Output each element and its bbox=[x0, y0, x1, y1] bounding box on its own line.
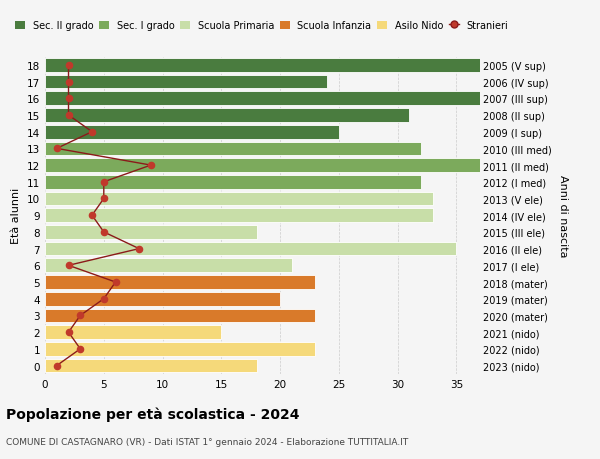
Point bbox=[64, 62, 73, 69]
Bar bbox=[45, 325, 221, 339]
Point bbox=[64, 329, 73, 336]
Bar bbox=[45, 126, 339, 139]
Bar bbox=[45, 359, 257, 373]
Bar bbox=[45, 242, 457, 256]
Bar bbox=[45, 292, 280, 306]
Point bbox=[64, 112, 73, 119]
Bar bbox=[45, 259, 292, 273]
Text: COMUNE DI CASTAGNARO (VR) - Dati ISTAT 1° gennaio 2024 - Elaborazione TUTTITALIA: COMUNE DI CASTAGNARO (VR) - Dati ISTAT 1… bbox=[6, 437, 408, 446]
Y-axis label: Età alunni: Età alunni bbox=[11, 188, 22, 244]
Point bbox=[146, 162, 155, 169]
Point bbox=[99, 179, 109, 186]
Point bbox=[76, 312, 85, 319]
Point bbox=[134, 246, 144, 253]
Point bbox=[99, 196, 109, 203]
Bar bbox=[45, 225, 257, 239]
Point bbox=[64, 95, 73, 103]
Bar bbox=[45, 59, 480, 73]
Bar bbox=[45, 275, 316, 289]
Y-axis label: Anni di nascita: Anni di nascita bbox=[558, 174, 568, 257]
Point bbox=[99, 229, 109, 236]
Point bbox=[52, 362, 62, 369]
Point bbox=[64, 262, 73, 269]
Point bbox=[76, 346, 85, 353]
Bar bbox=[45, 175, 421, 189]
Bar bbox=[45, 142, 421, 156]
Text: Popolazione per età scolastica - 2024: Popolazione per età scolastica - 2024 bbox=[6, 406, 299, 421]
Legend: Sec. II grado, Sec. I grado, Scuola Primaria, Scuola Infanzia, Asilo Nido, Stran: Sec. II grado, Sec. I grado, Scuola Prim… bbox=[15, 21, 508, 31]
Bar bbox=[45, 92, 480, 106]
Bar bbox=[45, 109, 409, 123]
Point bbox=[99, 296, 109, 303]
Bar bbox=[45, 192, 433, 206]
Bar bbox=[45, 309, 316, 323]
Point bbox=[87, 212, 97, 219]
Point bbox=[111, 279, 121, 286]
Bar bbox=[45, 342, 316, 356]
Bar bbox=[45, 209, 433, 223]
Bar bbox=[45, 159, 480, 173]
Point bbox=[52, 146, 62, 153]
Point bbox=[64, 78, 73, 86]
Bar bbox=[45, 76, 327, 89]
Point bbox=[87, 129, 97, 136]
